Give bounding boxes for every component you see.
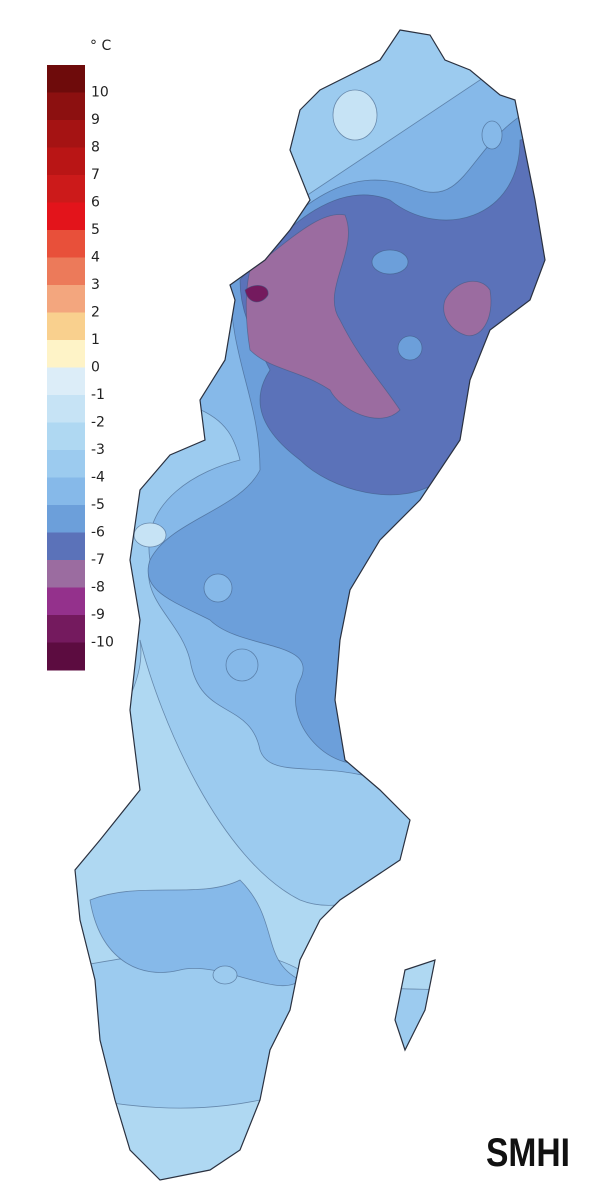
legend-tick-label: -6 bbox=[91, 525, 105, 541]
zone bbox=[244, 285, 269, 303]
legend-tick-label: 0 bbox=[91, 360, 100, 376]
legend-tick-label: 9 bbox=[91, 112, 100, 128]
legend-swatch bbox=[47, 505, 85, 533]
legend-swatch bbox=[47, 230, 85, 258]
legend-swatch bbox=[47, 642, 85, 671]
legend-swatch bbox=[47, 312, 85, 341]
legend-swatch bbox=[47, 257, 85, 286]
logo: SMHI bbox=[486, 1131, 570, 1175]
legend-tick-label: -5 bbox=[91, 497, 105, 513]
legend-swatch bbox=[47, 147, 85, 176]
zone bbox=[203, 573, 233, 603]
legend-swatch bbox=[47, 532, 85, 561]
legend-swatch bbox=[47, 285, 85, 313]
gotland-outline bbox=[394, 959, 436, 1052]
legend-tick-label: 2 bbox=[91, 305, 100, 321]
legend-swatch bbox=[47, 175, 85, 203]
legend-tick-label: 8 bbox=[91, 140, 100, 156]
legend-swatch bbox=[47, 450, 85, 478]
legend-tick-label: -4 bbox=[91, 470, 105, 486]
legend-swatch bbox=[47, 560, 85, 588]
zone bbox=[481, 120, 503, 150]
legend-tick-label: -1 bbox=[91, 387, 105, 403]
legend-tick-label: 10 bbox=[91, 85, 109, 101]
legend-tick-label: 3 bbox=[91, 277, 100, 293]
legend-tick-label: 1 bbox=[91, 332, 100, 348]
zone bbox=[332, 89, 378, 141]
legend-tick-label: 4 bbox=[91, 250, 100, 266]
zone bbox=[225, 648, 259, 682]
legend-tick-label: -7 bbox=[91, 552, 105, 568]
legend-swatch bbox=[47, 367, 85, 396]
legend-tick-label: -9 bbox=[91, 607, 105, 623]
legend-swatch bbox=[47, 202, 85, 231]
legend-swatch bbox=[47, 120, 85, 148]
coastline bbox=[74, 29, 546, 1181]
legend-tick-label: 7 bbox=[91, 167, 100, 183]
legend-swatch bbox=[47, 615, 85, 643]
sweden-outline bbox=[74, 29, 546, 1181]
zone bbox=[133, 522, 167, 548]
zone bbox=[245, 214, 401, 419]
legend-tick-label: -10 bbox=[91, 635, 114, 651]
legend-swatch bbox=[47, 340, 85, 368]
zone bbox=[443, 281, 492, 337]
zone bbox=[371, 249, 409, 275]
legend-swatch bbox=[47, 477, 85, 506]
legend-tick-label: 5 bbox=[91, 222, 100, 238]
legend-tick-label: 6 bbox=[91, 195, 100, 211]
legend-swatch bbox=[47, 422, 85, 451]
legend-tick-label: -3 bbox=[91, 442, 105, 458]
legend-swatch bbox=[47, 65, 85, 93]
legend-swatch bbox=[47, 92, 85, 121]
legend-swatch bbox=[47, 587, 85, 616]
legend-tick-label: -2 bbox=[91, 415, 105, 431]
zone bbox=[212, 965, 238, 985]
legend-unit: ° C bbox=[90, 38, 111, 54]
legend-swatch bbox=[47, 395, 85, 423]
legend-tick-label: -8 bbox=[91, 580, 105, 596]
zone bbox=[397, 335, 423, 361]
